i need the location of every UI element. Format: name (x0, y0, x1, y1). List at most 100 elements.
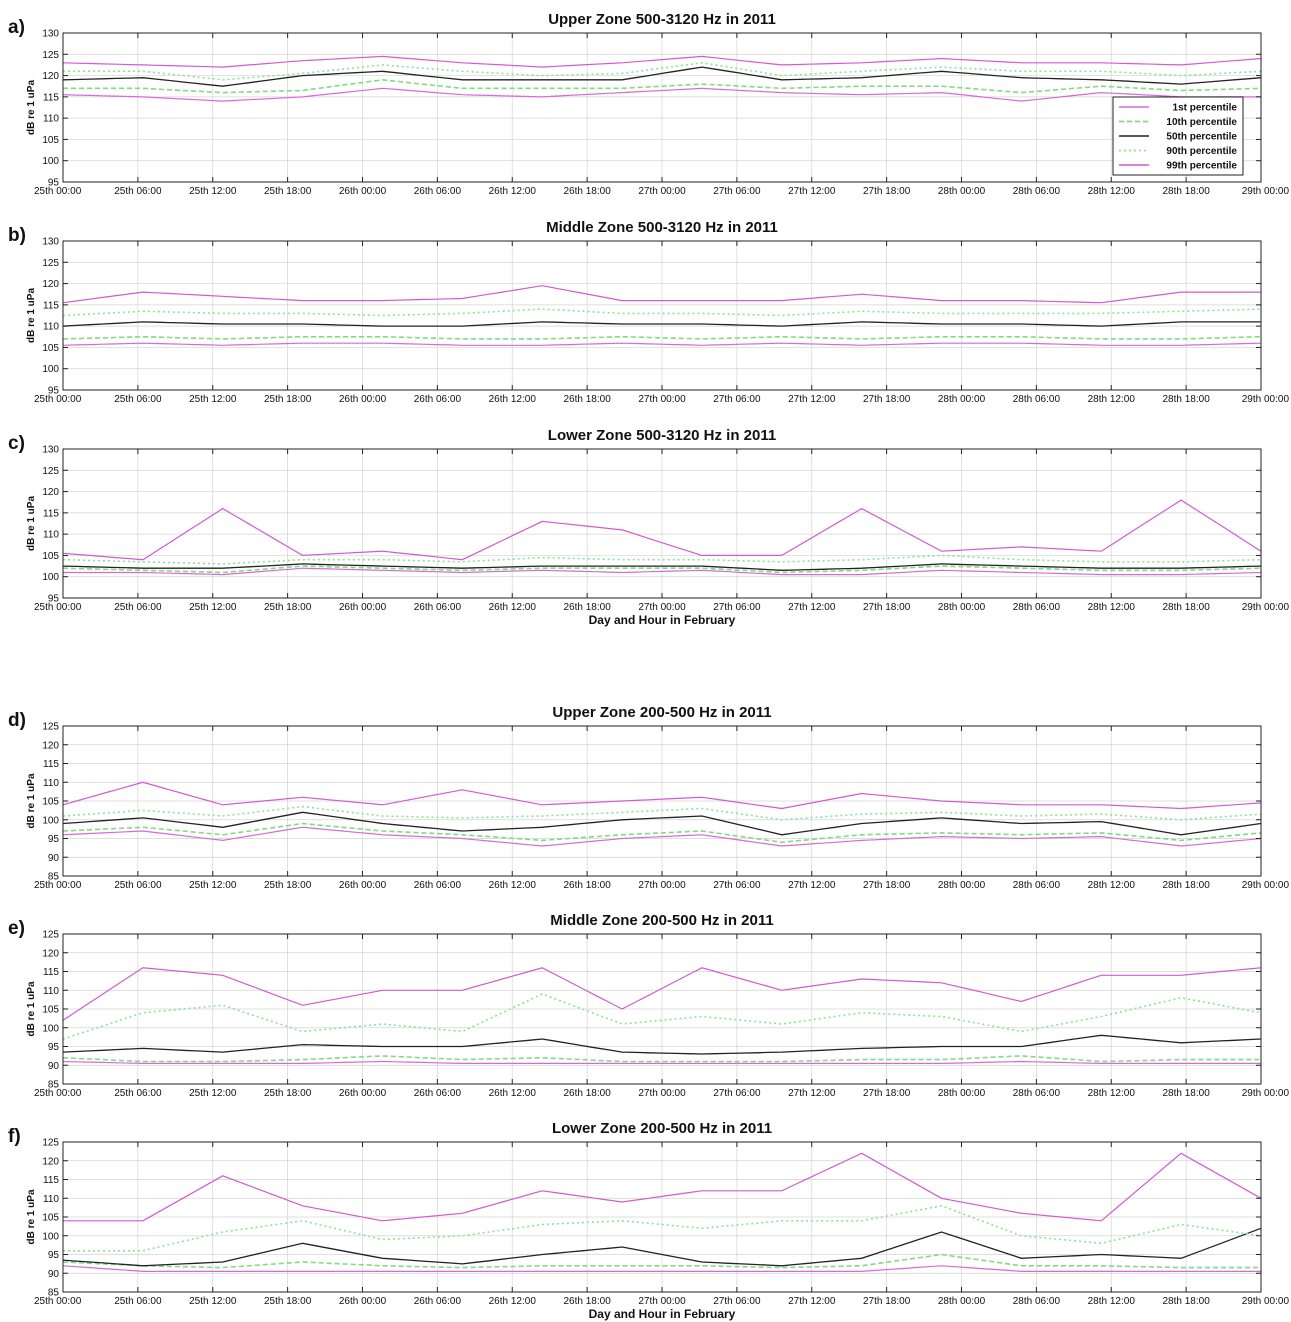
x-tick-label: 28th 06:00 (1013, 602, 1061, 613)
x-tick-label: 25th 00:00 (34, 1296, 82, 1307)
x-tick-label: 29th 00:00 (1242, 1296, 1290, 1307)
x-tick-label: 25th 06:00 (114, 1088, 162, 1099)
panel-letter: b) (8, 225, 26, 246)
x-tick-label: 26th 12:00 (489, 186, 537, 197)
x-tick-label: 27th 12:00 (788, 1088, 836, 1099)
x-tick-label: 25th 06:00 (114, 880, 162, 891)
x-tick-label: 25th 06:00 (114, 1296, 162, 1307)
y-tick-label: 95 (48, 1042, 60, 1053)
x-tick-label: 26th 06:00 (414, 880, 462, 891)
y-tick-label: 125 (42, 50, 59, 61)
series-line-4 (62, 993, 1262, 1040)
panel-letter: d) (8, 710, 26, 731)
x-tick-label: 26th 18:00 (563, 602, 611, 613)
series-line-3 (62, 811, 1262, 836)
y-tick-label: 105 (42, 135, 59, 146)
y-tick-label: 120 (42, 71, 59, 82)
y-tick-label: 95 (48, 386, 60, 397)
y-tick-label: 120 (42, 740, 59, 751)
y-tick-label: 90 (48, 1269, 60, 1280)
panel-title: Upper Zone 500-3120 Hz in 2011 (548, 11, 776, 28)
x-axis-label: Day and Hour in February (589, 1307, 736, 1321)
y-axis-label: dB re 1 uPa (26, 981, 37, 1036)
y-tick-label: 120 (42, 1156, 59, 1167)
series-line-3 (62, 563, 1262, 571)
x-tick-label: 26th 00:00 (339, 1088, 387, 1099)
legend-entry: 10th percentile (1166, 117, 1237, 128)
series-line-3 (62, 66, 1262, 87)
panel-title: Lower Zone 500-3120 Hz in 2011 (548, 427, 776, 444)
y-tick-label: 85 (48, 1288, 60, 1299)
series-line-1 (63, 567, 1262, 576)
y-tick-label: 130 (42, 445, 59, 456)
y-tick-label: 110 (43, 778, 59, 789)
x-tick-label: 26th 06:00 (414, 1296, 462, 1307)
x-tick-label: 25th 06:00 (114, 394, 162, 405)
legend-entry: 90th percentile (1166, 146, 1237, 157)
panel-title: Middle Zone 200-500 Hz in 2011 (550, 912, 773, 929)
x-tick-label: 26th 18:00 (563, 880, 611, 891)
series-line-1 (62, 1265, 1261, 1272)
x-tick-label: 27th 00:00 (638, 1296, 686, 1307)
x-tick-label: 27th 06:00 (713, 186, 761, 197)
y-tick-label: 130 (42, 29, 59, 40)
x-tick-label: 26th 00:00 (339, 602, 387, 613)
x-tick-label: 25th 12:00 (189, 880, 237, 891)
x-tick-label: 26th 18:00 (563, 186, 611, 197)
x-tick-label: 26th 12:00 (489, 1088, 537, 1099)
y-tick-label: 100 (42, 572, 59, 583)
y-tick-label: 85 (48, 1080, 60, 1091)
y-tick-label: 110 (43, 1194, 59, 1205)
panel-letter: f) (8, 1126, 21, 1147)
x-tick-label: 25th 12:00 (189, 602, 237, 613)
series-line-1 (62, 87, 1261, 102)
y-tick-label: 85 (48, 872, 60, 883)
x-tick-label: 25th 00:00 (34, 1088, 82, 1099)
x-tick-label: 25th 18:00 (264, 1296, 312, 1307)
x-tick-label: 28th 18:00 (1162, 880, 1210, 891)
x-tick-label: 25th 00:00 (34, 602, 82, 613)
x-tick-label: 29th 00:00 (1242, 1088, 1290, 1099)
y-tick-label: 125 (42, 930, 59, 941)
panel-a: 95 100 105 110 115 120 125 130 25th 00:00 25th 06… (8, 11, 1289, 197)
y-tick-label: 105 (42, 551, 59, 562)
y-tick-label: 95 (48, 1250, 60, 1261)
series-line-5 (62, 781, 1262, 810)
y-axis-label: dB re 1 uPa (26, 496, 37, 551)
x-tick-label: 27th 00:00 (638, 394, 686, 405)
legend-entry: 1st percentile (1173, 103, 1238, 114)
y-tick-label: 125 (42, 722, 59, 733)
x-tick-label: 28th 12:00 (1088, 1088, 1136, 1099)
y-tick-label: 115 (43, 92, 59, 103)
x-tick-label: 28th 18:00 (1162, 1088, 1210, 1099)
y-tick-label: 130 (42, 237, 59, 248)
y-tick-label: 120 (42, 487, 59, 498)
y-tick-label: 105 (42, 1213, 59, 1224)
x-tick-label: 25th 18:00 (264, 1088, 312, 1099)
x-tick-label: 25th 00:00 (34, 880, 82, 891)
x-tick-label: 27th 06:00 (713, 1088, 761, 1099)
x-tick-label: 26th 12:00 (489, 1296, 537, 1307)
x-tick-label: 28th 06:00 (1013, 394, 1061, 405)
x-tick-label: 27th 12:00 (788, 1296, 836, 1307)
series-line-5 (62, 967, 1262, 1021)
series-line-3 (62, 1034, 1262, 1055)
y-tick-label: 105 (42, 1005, 59, 1016)
x-tick-label: 25th 18:00 (264, 602, 312, 613)
x-tick-label: 26th 00:00 (339, 880, 387, 891)
series-line-2 (62, 822, 1262, 844)
x-tick-label: 28th 06:00 (1013, 880, 1061, 891)
panel-d: 85 90 95 100 105 110 115 120 125 25th 00:00 25th 0… (8, 704, 1289, 891)
y-tick-label: 105 (42, 343, 59, 354)
y-tick-label: 115 (43, 967, 59, 978)
y-axis-label: dB re 1 uPa (26, 80, 37, 135)
y-tick-label: 90 (48, 853, 60, 864)
x-tick-label: 27th 12:00 (788, 602, 836, 613)
y-tick-label: 115 (43, 300, 59, 311)
y-tick-label: 90 (48, 1061, 60, 1072)
panel-title: Upper Zone 200-500 Hz in 2011 (552, 704, 771, 721)
x-tick-label: 27th 12:00 (788, 186, 836, 197)
x-tick-label: 26th 18:00 (563, 1296, 611, 1307)
y-tick-label: 110 (43, 530, 59, 541)
x-tick-label: 27th 18:00 (863, 1088, 911, 1099)
